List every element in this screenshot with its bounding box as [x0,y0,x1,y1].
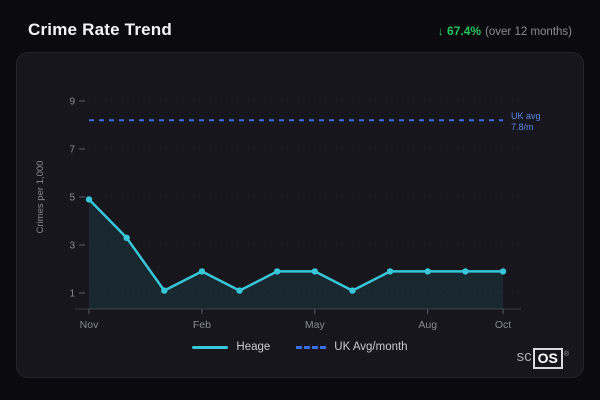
chart-legend: Heage UK Avg/month [17,341,583,353]
uk-avg-annotation-line2: 7.8/m [511,122,534,132]
series-area [89,199,503,309]
y-tick-label: 7 [69,145,75,156]
x-tick-label: May [305,319,326,331]
y-tick-label: 5 [69,193,75,204]
series-line [87,198,505,292]
data-point [123,234,130,241]
logo-prefix: sc [516,348,532,365]
trend-stat: ↓ 67.4% (over 12 months) [438,24,572,38]
data-point [311,268,319,275]
page-title: Crime Rate Trend [28,20,172,39]
trend-stat-value: ↓ 67.4% [438,24,481,38]
data-point [349,287,356,294]
uk-avg-annotation-line1: UK avg [511,111,541,121]
registered-mark: ® [563,351,569,358]
y-axis-title: Crimes per 1,000 [35,161,46,234]
x-tick-label: Oct [495,319,511,331]
x-tick-label: Aug [418,319,437,331]
x-tick-label: Nov [80,319,99,331]
y-tick-label: 1 [69,289,75,300]
uk-avg-dash-swatch-icon [296,345,327,349]
data-point [424,268,431,275]
legend-item-uk-avg[interactable]: UK Avg/month [296,341,408,353]
scos-logo: sc OS ® [517,348,569,369]
data-point [236,287,243,294]
data-point [462,268,469,275]
data-point [198,268,206,275]
legend-item-heage[interactable]: Heage [192,341,270,353]
down-arrow-icon: ↓ [437,24,444,38]
data-point [85,196,93,203]
y-tick-label: 9 [69,97,75,108]
data-point [161,287,168,294]
legend-label-uk-avg: UK Avg/month [334,341,408,353]
chart-card: 1 3 5 7 9 Nov Feb May Aug Oct UK avg 7.8/m Crimes pe… [16,52,584,378]
x-tick-label: Feb [193,319,211,331]
trend-stat-caption: (over 12 months) [485,26,572,38]
data-point [499,268,507,275]
heage-line-swatch-icon [192,345,229,349]
logo-box: OS [532,348,563,369]
header: Crime Rate Trend ↓ 67.4% (over 12 months) [0,0,600,52]
data-point [386,268,394,275]
data-point [273,268,281,275]
trend-percent: 67.4% [447,24,482,38]
legend-label-heage: Heage [236,341,271,353]
y-tick-label: 3 [69,241,75,252]
